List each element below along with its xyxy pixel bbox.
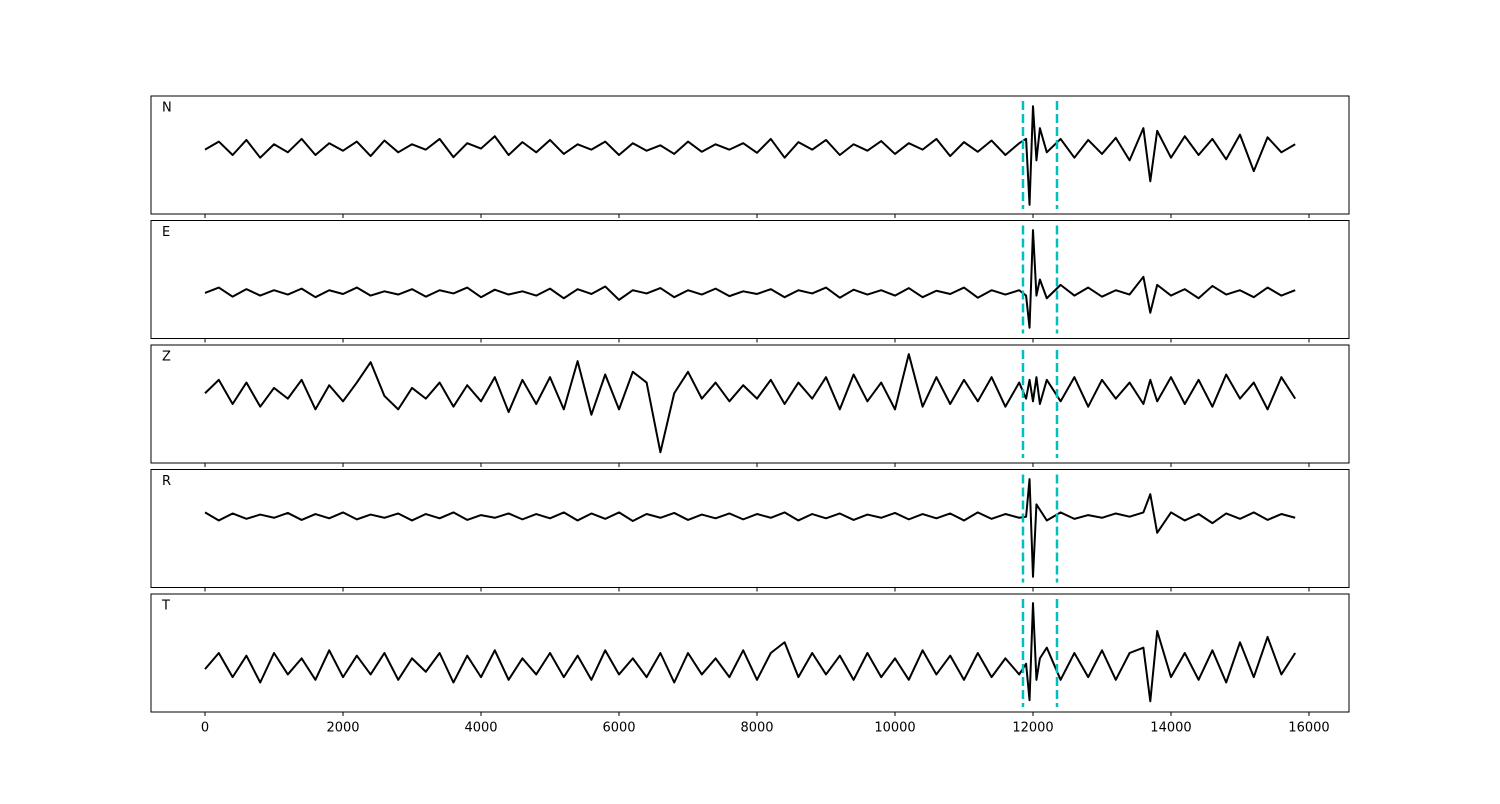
panel-label: Z — [162, 350, 171, 365]
panel-label: E — [162, 225, 170, 240]
panel-frame — [150, 95, 1350, 215]
panel-frame — [150, 593, 1350, 713]
waveform — [204, 602, 1297, 703]
panel-label: R — [162, 474, 171, 489]
panel-frame — [150, 220, 1350, 339]
x-tick-label: 2000 — [326, 721, 359, 736]
x-tick-label: 0 — [201, 721, 209, 736]
x-tick-label: 6000 — [602, 721, 635, 736]
x-tick-label: 10000 — [874, 721, 915, 736]
panel-label: N — [162, 101, 172, 116]
waveform — [204, 105, 1296, 206]
x-tick-label: 8000 — [740, 721, 773, 736]
x-tick-label: 16000 — [1288, 721, 1329, 736]
panel-frame — [150, 344, 1350, 464]
waveform — [204, 478, 1296, 578]
waveform — [204, 229, 1296, 329]
x-tick-label: 4000 — [464, 721, 497, 736]
x-tick-label: 14000 — [1150, 721, 1191, 736]
waveform — [204, 353, 1297, 454]
panel-frame — [150, 469, 1350, 588]
panel-label: T — [161, 599, 170, 614]
x-tick-label: 12000 — [1012, 721, 1053, 736]
